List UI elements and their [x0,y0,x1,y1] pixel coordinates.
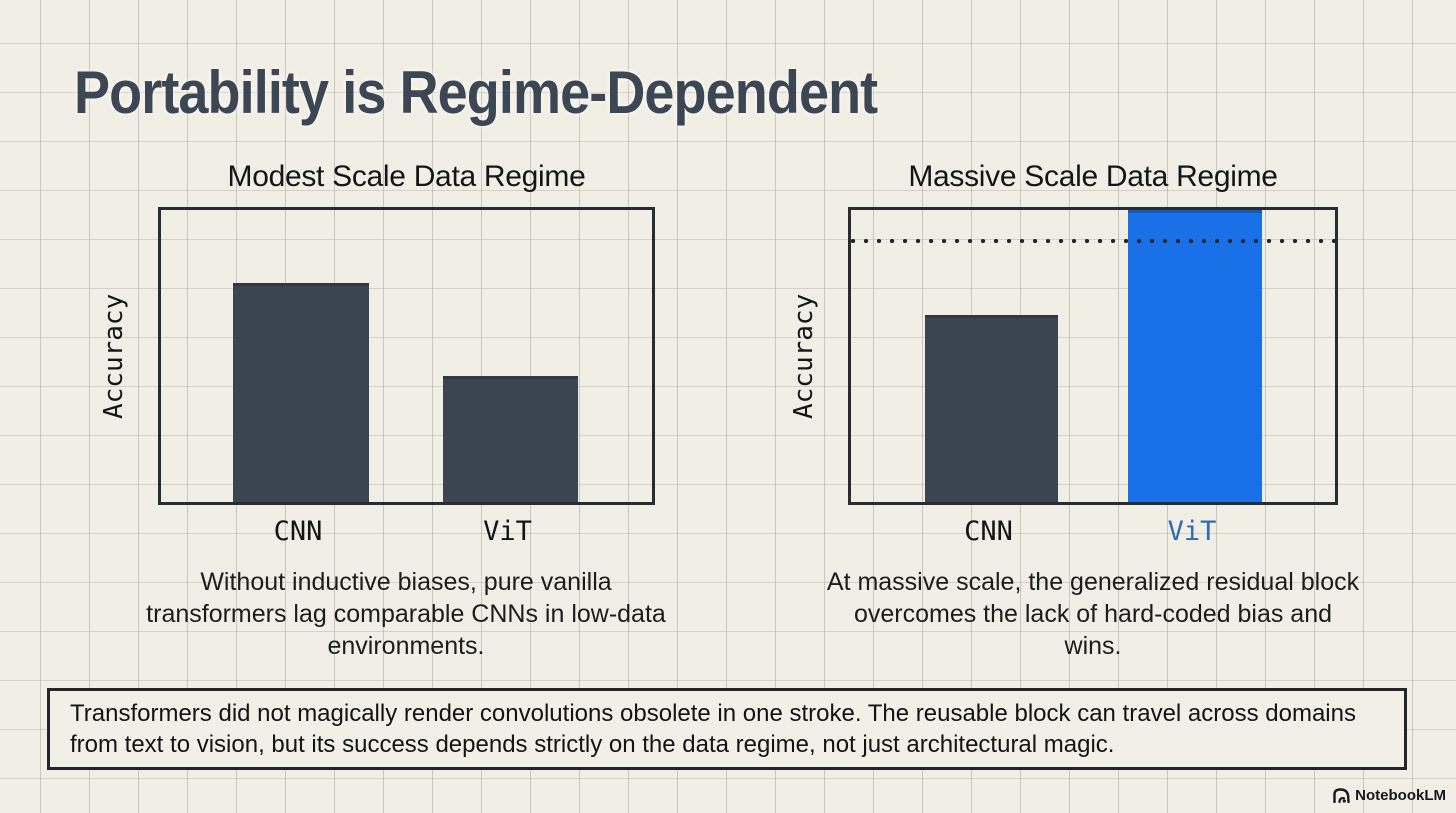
x-label-vit: ViT [483,516,532,547]
y-axis-label-accuracy: Accuracy [789,293,819,419]
bar-vit [1128,210,1262,502]
chart-caption-modest: Without inductive biases, pure vanilla t… [146,568,666,660]
plot-area [848,207,1338,505]
bar-cnn [925,315,1058,502]
summary-text: Transformers did not magically render co… [70,700,1356,758]
x-label-cnn: CNN [964,516,1013,547]
threshold-line [851,239,1335,244]
chart-caption-massive: At massive scale, the generalized residu… [826,568,1360,660]
notebooklm-logo-icon [1333,788,1350,803]
chart-title-massive: Massive Scale Data Regime [908,160,1278,193]
chart-title-modest: Modest Scale Data Regime [227,160,586,193]
plot-area [158,207,655,505]
bar-cnn [233,283,369,502]
summary-box: Transformers did not magically render co… [47,688,1407,770]
notebooklm-watermark: NotebookLM [1333,787,1446,804]
x-label-vit: ViT [1167,516,1217,547]
watermark-label: NotebookLM [1355,787,1446,804]
bar-vit [443,376,578,502]
y-axis-label-accuracy: Accuracy [99,293,129,419]
x-label-cnn: CNN [273,516,323,547]
page-title: Portability is Regime-Dependent [74,59,878,126]
